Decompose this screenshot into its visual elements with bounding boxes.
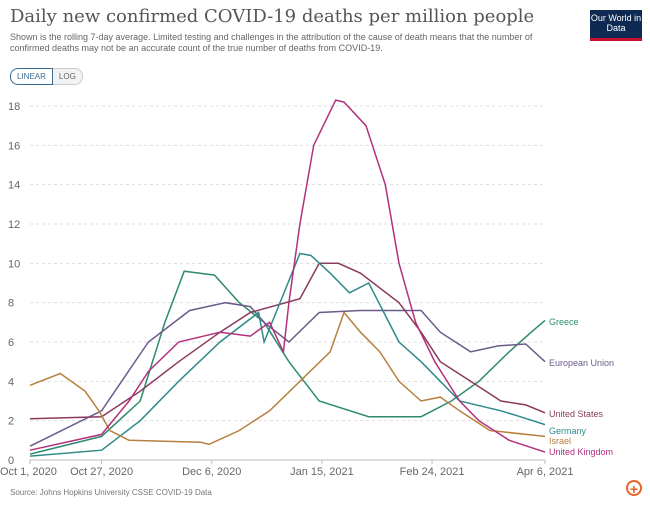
- y-tick-label: 12: [8, 219, 20, 231]
- series-label: United Kingdom: [549, 447, 613, 457]
- y-tick-label: 18: [8, 101, 20, 113]
- x-tick-label: Dec 6, 2020: [182, 466, 241, 478]
- linear-button[interactable]: LINEAR: [10, 68, 53, 85]
- chart-subtitle: Shown is the rolling 7-day average. Limi…: [10, 32, 533, 53]
- zoom-icon[interactable]: +: [626, 480, 642, 497]
- series-line-european-union: [29, 301, 546, 447]
- x-tick-label: Oct 27, 2020: [70, 466, 133, 478]
- series-line-greece: [29, 270, 546, 455]
- series-line-united-states: [29, 262, 546, 420]
- series-line-united-kingdom: [29, 99, 546, 453]
- series-label: Germany: [549, 426, 587, 436]
- log-button[interactable]: LOG: [52, 68, 83, 85]
- chart-title: Daily new confirmed COVID-19 deaths per …: [10, 6, 535, 27]
- y-tick-label: 16: [8, 140, 20, 152]
- series-label: Greece: [549, 317, 579, 327]
- series-label: United States: [549, 409, 604, 419]
- series-label: Israel: [549, 436, 571, 446]
- x-tick-label: Oct 1, 2020: [0, 466, 57, 478]
- scale-toggle: LINEAR LOG: [10, 68, 83, 85]
- owid-logo[interactable]: Our World in Data: [590, 10, 642, 41]
- x-tick-label: Jan 15, 2021: [290, 466, 354, 478]
- series-label: European Union: [549, 358, 614, 368]
- y-tick-label: 0: [8, 455, 14, 467]
- x-tick-label: Apr 6, 2021: [517, 466, 574, 478]
- y-tick-label: 10: [8, 258, 20, 270]
- y-tick-label: 8: [8, 298, 14, 310]
- y-tick-label: 6: [8, 337, 14, 349]
- source-note: Source: Johns Hopkins University CSSE CO…: [10, 488, 212, 497]
- y-tick-label: 4: [8, 376, 14, 388]
- x-tick-label: Feb 24, 2021: [400, 466, 465, 478]
- series-line-israel: [29, 311, 546, 446]
- y-tick-label: 14: [8, 180, 20, 192]
- y-tick-label: 2: [8, 416, 14, 428]
